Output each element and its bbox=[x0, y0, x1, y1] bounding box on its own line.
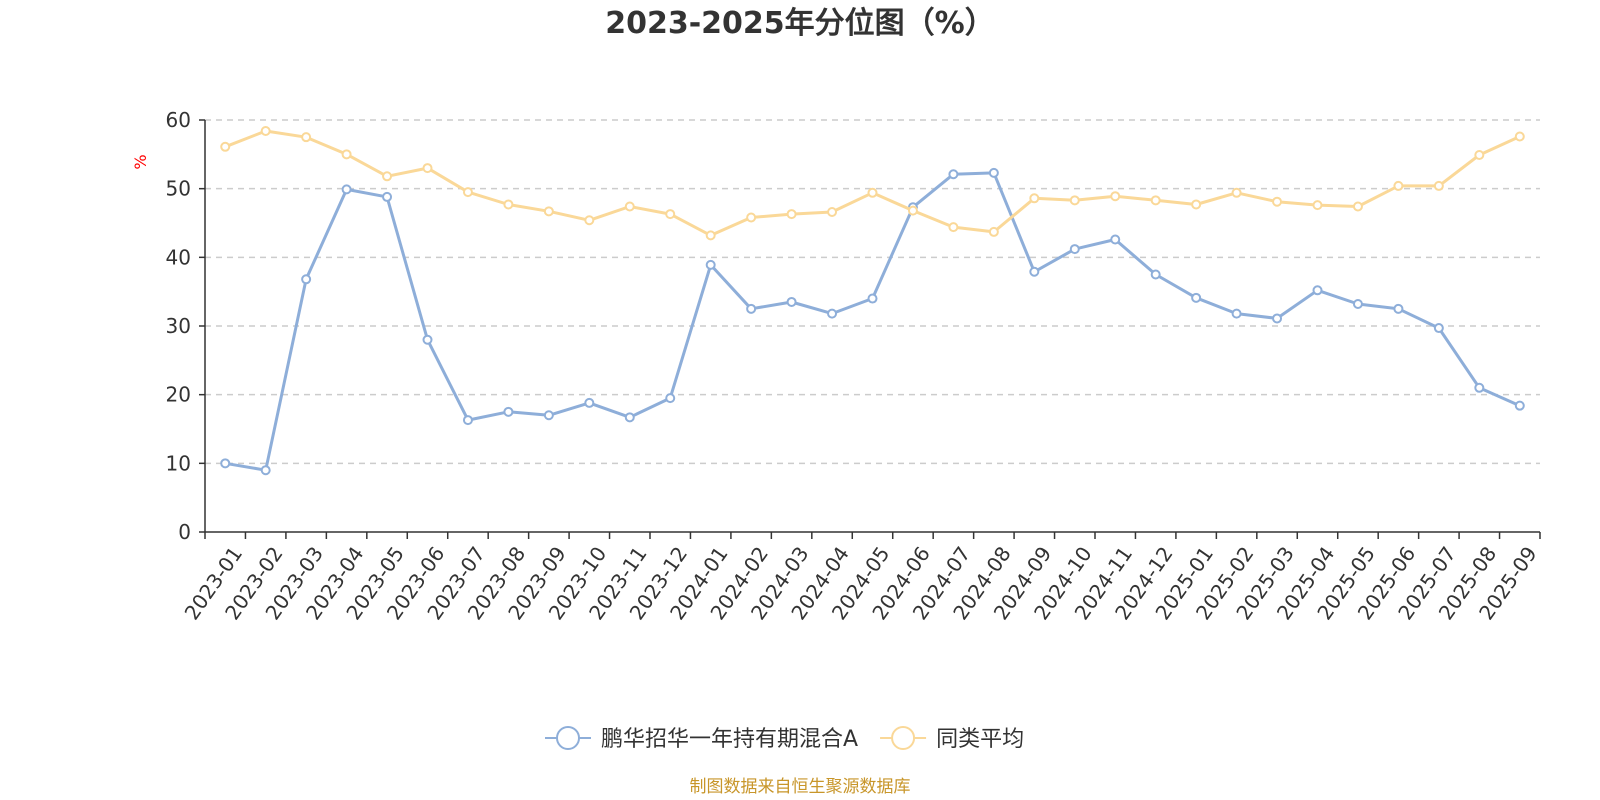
legend-label-0: 鹏华招华一年持有期混合A bbox=[601, 727, 858, 752]
data-point bbox=[220, 141, 231, 152]
data-point bbox=[1029, 266, 1040, 277]
data-point bbox=[382, 171, 393, 182]
data-point bbox=[422, 334, 433, 345]
y-tick-label: 50 bbox=[166, 177, 191, 201]
data-point bbox=[260, 125, 271, 136]
legend-label-1: 同类平均 bbox=[936, 727, 1024, 752]
data-point bbox=[827, 207, 838, 218]
data-point bbox=[1393, 180, 1404, 191]
data-point bbox=[1393, 303, 1404, 314]
data-point bbox=[746, 303, 757, 314]
data-point bbox=[988, 226, 999, 237]
data-point bbox=[1191, 292, 1202, 303]
data-point bbox=[1069, 195, 1080, 206]
data-point bbox=[786, 209, 797, 220]
legend-marker-1 bbox=[891, 726, 916, 750]
data-point bbox=[341, 149, 352, 160]
data-point bbox=[1272, 313, 1283, 324]
data-point bbox=[624, 201, 635, 212]
series-line-0 bbox=[224, 171, 1521, 472]
legend: 鹏华招华一年持有期混合A 同类平均 bbox=[545, 726, 1024, 752]
data-point bbox=[1352, 299, 1363, 310]
data-point bbox=[301, 132, 312, 143]
chart-title: 2023-2025年分位图（%） bbox=[605, 6, 995, 41]
data-point bbox=[341, 184, 352, 195]
data-point bbox=[1312, 200, 1323, 211]
data-point bbox=[1150, 195, 1161, 206]
data-point bbox=[382, 191, 393, 202]
data-point bbox=[462, 187, 473, 198]
data-source-note: 制图数据来自恒生聚源数据库 bbox=[690, 777, 911, 797]
data-point bbox=[948, 222, 959, 233]
data-point bbox=[584, 215, 595, 226]
data-point bbox=[220, 458, 231, 469]
data-point bbox=[746, 212, 757, 223]
grid-lines bbox=[205, 119, 1540, 465]
data-point bbox=[1029, 193, 1040, 204]
series-lines bbox=[220, 125, 1525, 476]
y-tick-label: 20 bbox=[166, 383, 191, 407]
data-point bbox=[1433, 323, 1444, 334]
series-line-1 bbox=[224, 129, 1521, 237]
data-point bbox=[665, 209, 676, 220]
data-point bbox=[1110, 234, 1121, 245]
data-point bbox=[1110, 191, 1121, 202]
data-point bbox=[1312, 285, 1323, 296]
data-point bbox=[1272, 196, 1283, 207]
data-point bbox=[1191, 199, 1202, 210]
data-point bbox=[867, 293, 878, 304]
data-point bbox=[827, 308, 838, 319]
y-tick-label: 30 bbox=[166, 314, 191, 338]
data-point bbox=[462, 415, 473, 426]
data-point bbox=[1474, 382, 1485, 393]
data-point bbox=[422, 163, 433, 174]
axes: 01020304050602023-012023-022023-032023-0… bbox=[166, 108, 1542, 624]
data-point bbox=[260, 465, 271, 476]
data-point bbox=[948, 169, 959, 180]
data-point bbox=[584, 397, 595, 408]
data-point bbox=[1231, 187, 1242, 198]
data-point bbox=[907, 205, 918, 216]
y-axis-unit: % bbox=[131, 154, 150, 169]
data-point bbox=[503, 406, 514, 417]
y-tick-label: 60 bbox=[166, 108, 191, 132]
data-point bbox=[786, 296, 797, 307]
data-point bbox=[1514, 131, 1525, 142]
y-tick-label: 0 bbox=[178, 520, 191, 544]
data-point bbox=[867, 187, 878, 198]
data-point bbox=[543, 206, 554, 217]
data-point bbox=[1231, 308, 1242, 319]
data-point bbox=[1433, 180, 1444, 191]
data-point bbox=[988, 167, 999, 178]
y-tick-label: 40 bbox=[166, 245, 191, 269]
data-point bbox=[1514, 400, 1525, 411]
data-point bbox=[301, 274, 312, 285]
data-point bbox=[543, 410, 554, 421]
legend-marker-0 bbox=[556, 726, 580, 750]
data-point bbox=[1069, 244, 1080, 255]
data-point bbox=[624, 412, 635, 423]
data-point bbox=[1150, 269, 1161, 280]
data-point bbox=[705, 230, 716, 241]
data-point bbox=[1474, 150, 1485, 161]
y-tick-label: 10 bbox=[166, 451, 191, 475]
data-point bbox=[1352, 201, 1363, 212]
data-point bbox=[705, 259, 716, 270]
data-point bbox=[665, 393, 676, 404]
data-point bbox=[503, 199, 514, 210]
